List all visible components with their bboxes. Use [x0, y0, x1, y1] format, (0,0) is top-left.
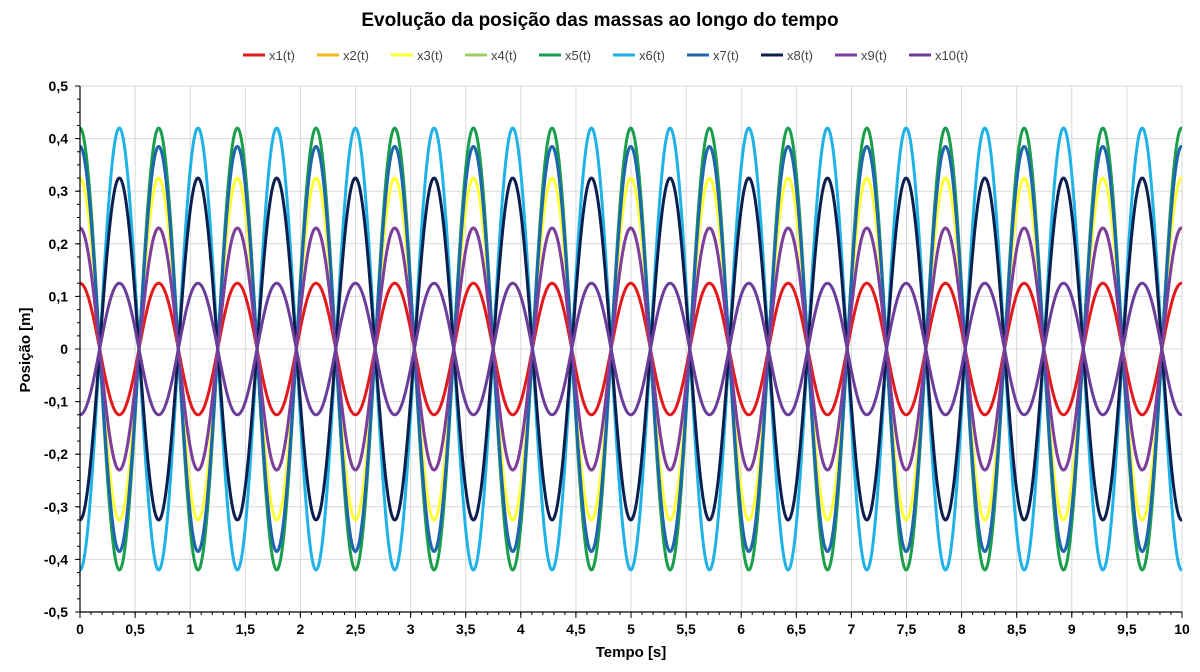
series-group: [79, 126, 1183, 572]
x-tick-label: 1,5: [236, 621, 256, 637]
legend-label: x6(t): [639, 48, 665, 63]
legend-item: x7(t): [687, 48, 739, 63]
legend-item: x4(t): [465, 48, 517, 63]
legend-item: x3(t): [391, 48, 443, 63]
x-tick-label: 10: [1174, 621, 1190, 637]
x-tick-label: 1: [186, 621, 194, 637]
y-tick-label: 0: [60, 341, 68, 357]
y-tick-label: -0,1: [44, 394, 68, 410]
x-tick-label: 8: [958, 621, 966, 637]
x-tick-label: 5: [627, 621, 635, 637]
x-tick-label: 7: [848, 621, 856, 637]
x-tick-label: 7,5: [897, 621, 917, 637]
series-line-x7t: [79, 144, 1183, 554]
series-line-x8t: [79, 176, 1183, 522]
y-tick-label: 0,1: [49, 288, 69, 304]
x-tick-label: 4,5: [566, 621, 586, 637]
legend-item: x9(t): [835, 48, 887, 63]
series-line-x6t: [79, 126, 1183, 572]
x-tick-label: 5,5: [676, 621, 696, 637]
legend-label: x4(t): [491, 48, 517, 63]
y-tick-label: 0,3: [49, 183, 69, 199]
y-tick-label: 0,5: [49, 78, 69, 94]
legend-label: x9(t): [861, 48, 887, 63]
x-tick-label: 0,5: [125, 621, 145, 637]
y-tick-label: -0,4: [44, 551, 68, 567]
legend-item: x2(t): [317, 48, 369, 63]
legend-label: x7(t): [713, 48, 739, 63]
x-tick-label: 0: [76, 621, 84, 637]
x-tick-label: 9: [1068, 621, 1076, 637]
x-tick-label: 6: [737, 621, 745, 637]
legend-item: x1(t): [243, 48, 295, 63]
x-tick-label: 4: [517, 621, 525, 637]
series-line-x9t: [79, 226, 1183, 472]
axes: 0,5 0,4 0,3 0,2 0,1 0 -0,1 -0,2 -0,3 -0,4 -0,5 0 0,5…: [44, 78, 1190, 637]
x-tick-label: 2: [297, 621, 305, 637]
legend-label: x8(t): [787, 48, 813, 63]
legend-label: x1(t): [269, 48, 295, 63]
x-tick-label: 3: [407, 621, 415, 637]
legend: x1(t) x2(t) x3(t) x4(t) x5(t) x6(t) x7(t) x8(t)…: [243, 48, 968, 63]
legend-label: x3(t): [417, 48, 443, 63]
legend-label: x2(t): [343, 48, 369, 63]
x-tick-label: 9,5: [1117, 621, 1137, 637]
legend-item: x5(t): [539, 48, 591, 63]
y-tick-label: -0,5: [44, 604, 68, 620]
x-axis-label: Tempo [s]: [596, 644, 667, 661]
y-tick-label: -0,2: [44, 446, 68, 462]
legend-item: x10(t): [909, 48, 968, 63]
legend-label: x5(t): [565, 48, 591, 63]
x-tick-label: 6,5: [787, 621, 807, 637]
x-tick-label: 2,5: [346, 621, 366, 637]
chart-title: Evolução da posição das massas ao longo …: [361, 10, 838, 31]
legend-item: x6(t): [613, 48, 665, 63]
x-tick-label: 3,5: [456, 621, 476, 637]
y-axis-label: Posição [m]: [17, 307, 34, 392]
legend-label: x10(t): [935, 48, 968, 63]
legend-item: x8(t): [761, 48, 813, 63]
y-tick-label: 0,4: [49, 131, 69, 147]
y-tick-label: -0,3: [44, 499, 68, 515]
x-tick-label: 8,5: [1007, 621, 1027, 637]
series-line-x1t: [79, 281, 1183, 417]
y-tick-label: 0,2: [49, 236, 69, 252]
series-line-x10t: [79, 281, 1183, 417]
